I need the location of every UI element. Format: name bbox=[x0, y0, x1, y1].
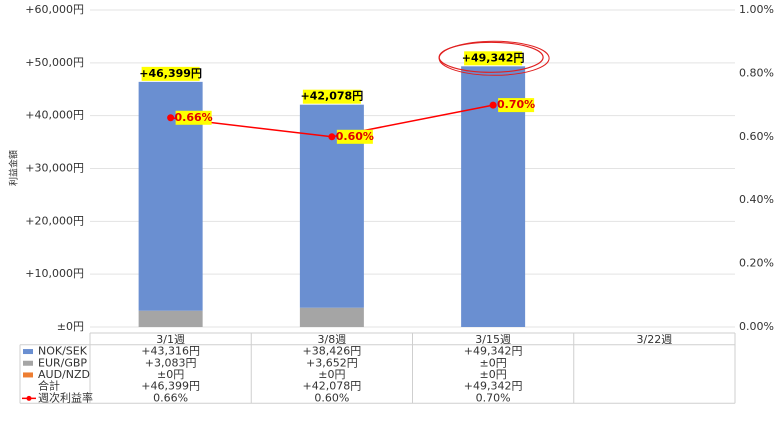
y2-tick-label: 0.20% bbox=[739, 257, 774, 270]
rate-label: 0.60% bbox=[336, 130, 374, 143]
row-header: 合計 bbox=[38, 379, 60, 393]
x-tick-label: 3/8週 bbox=[318, 333, 347, 346]
table-cell: ±0円 bbox=[480, 356, 507, 369]
legend-dot bbox=[26, 395, 32, 401]
table-cell: 0.66% bbox=[153, 391, 188, 404]
table-cell: +3,652円 bbox=[306, 356, 358, 369]
rate-label: 0.70% bbox=[497, 98, 535, 111]
legend-label: AUD/NZD bbox=[38, 368, 90, 381]
rate-label: 0.66% bbox=[175, 111, 213, 124]
table-cell: +3,083円 bbox=[145, 356, 197, 369]
rate-point bbox=[167, 114, 175, 122]
rate-point bbox=[489, 101, 497, 109]
y-tick-label: ±0円 bbox=[57, 320, 84, 333]
total-label-bg bbox=[464, 51, 523, 66]
table-cell: +43,316円 bbox=[141, 345, 200, 358]
legend-swatch bbox=[23, 349, 33, 355]
table-cell: +42,078円 bbox=[303, 380, 362, 393]
rate-point bbox=[328, 133, 336, 141]
y-tick-label: +20,000円 bbox=[25, 214, 84, 227]
y2-tick-label: 0.60% bbox=[739, 130, 774, 143]
y-tick-label: +60,000円 bbox=[25, 3, 84, 16]
table-cell: 0.70% bbox=[476, 391, 511, 404]
legend-label: 週次利益率 bbox=[38, 390, 93, 404]
legend-label: NOK/SEK bbox=[38, 345, 88, 358]
legend-swatch bbox=[23, 360, 33, 366]
y-tick-label: +50,000円 bbox=[25, 56, 84, 69]
x-tick-label: 3/1週 bbox=[156, 333, 185, 346]
y2-tick-label: 0.80% bbox=[739, 66, 774, 79]
y2-tick-label: 1.00% bbox=[739, 3, 774, 16]
x-tick-label: 3/15週 bbox=[475, 333, 511, 346]
table-cell: 0.60% bbox=[314, 391, 349, 404]
bar-segment bbox=[138, 310, 203, 327]
rate-label-bg bbox=[175, 110, 212, 125]
y-axis-label: 利益金額 bbox=[8, 150, 20, 186]
x-tick-label: 3/22週 bbox=[637, 333, 673, 346]
y2-tick-label: 0.40% bbox=[739, 193, 774, 206]
rate-label-bg bbox=[336, 129, 373, 144]
y2-tick-label: 0.00% bbox=[739, 320, 774, 333]
table-cell: ±0円 bbox=[480, 368, 507, 381]
table-cell: +49,342円 bbox=[464, 380, 523, 393]
legend-swatch bbox=[23, 372, 33, 378]
table-cell: +46,399円 bbox=[141, 380, 200, 393]
highlight-circle bbox=[438, 40, 550, 76]
rate-label-bg bbox=[498, 98, 535, 113]
table-cell: +38,426円 bbox=[303, 345, 362, 358]
table-cell: ±0円 bbox=[318, 368, 345, 381]
bar-segment bbox=[299, 307, 364, 327]
y-tick-label: +10,000円 bbox=[25, 267, 84, 280]
total-label: +42,078円 bbox=[301, 90, 364, 103]
total-label: +49,342円 bbox=[462, 51, 525, 64]
y-tick-label: +40,000円 bbox=[25, 109, 84, 122]
y-tick-label: +30,000円 bbox=[25, 162, 84, 175]
total-label-bg bbox=[302, 89, 361, 104]
table-cell: +49,342円 bbox=[464, 345, 523, 358]
total-label-bg bbox=[141, 66, 200, 81]
legend-label: EUR/GBP bbox=[38, 356, 87, 369]
table-cell: ±0円 bbox=[157, 368, 184, 381]
total-label: +46,399円 bbox=[139, 67, 202, 80]
